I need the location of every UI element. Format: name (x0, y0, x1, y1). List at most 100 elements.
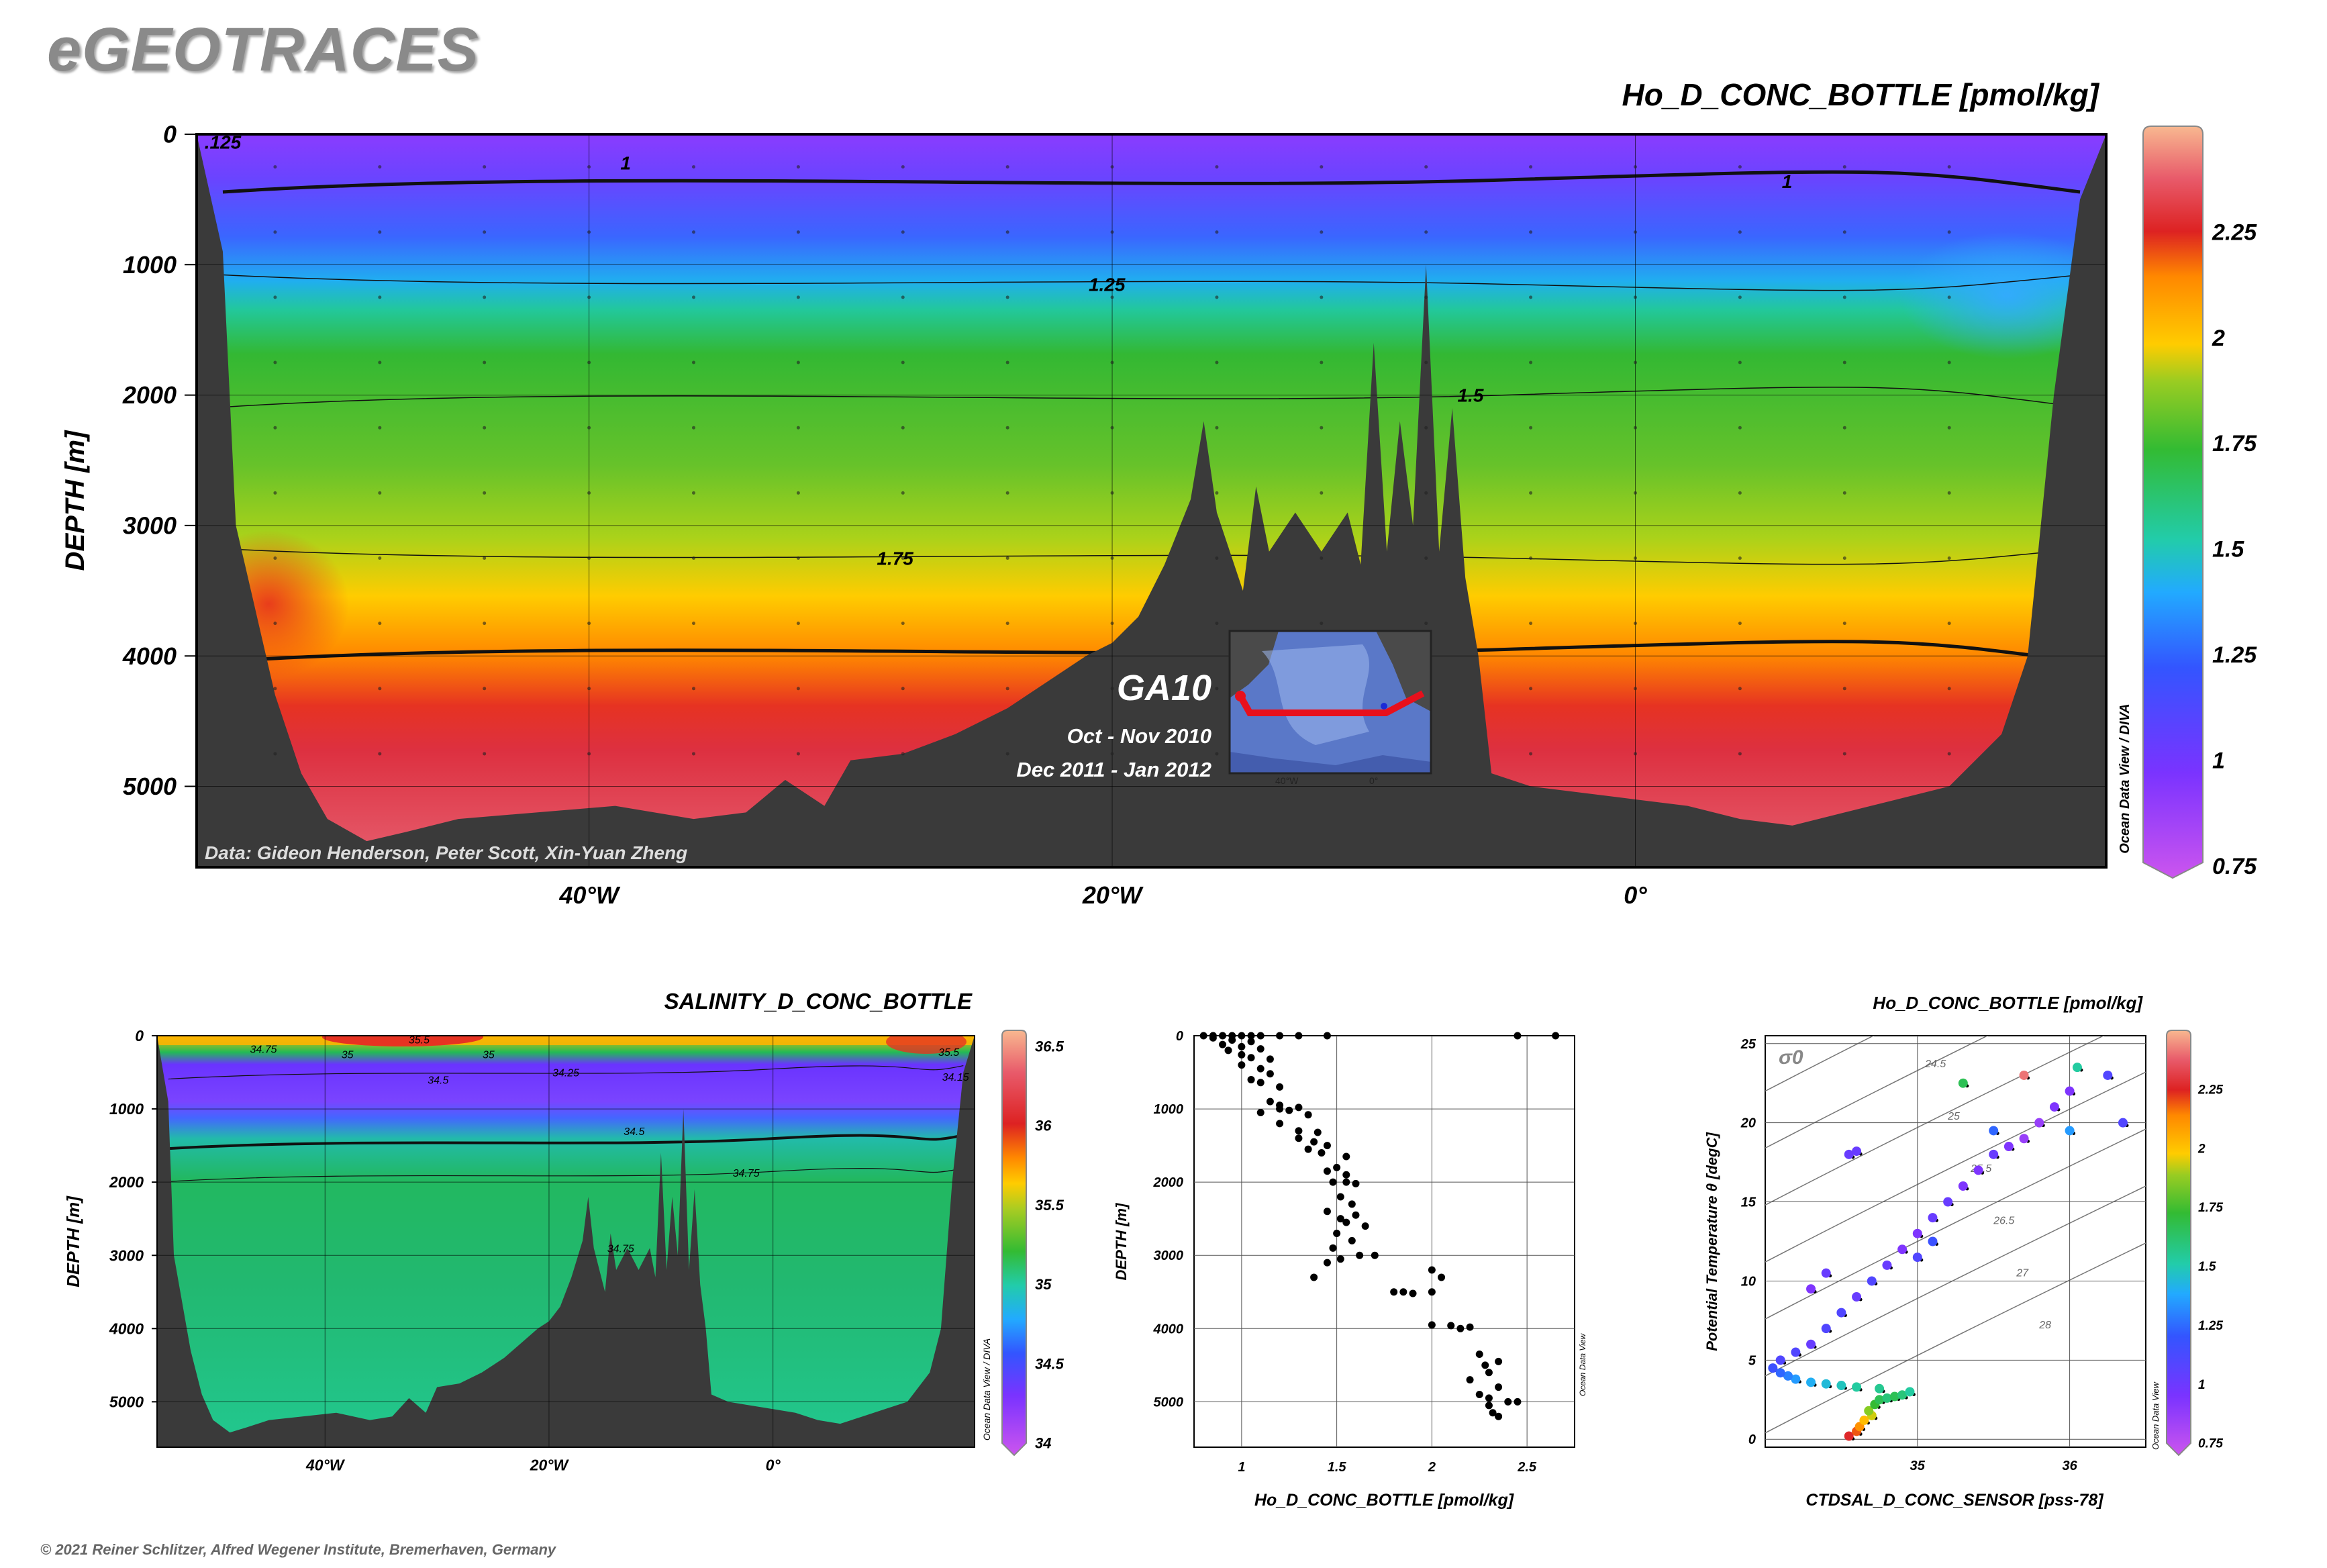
inset-lon-40w: 40°W (1275, 775, 1299, 786)
station-sample (587, 360, 591, 364)
station-sample (1424, 491, 1428, 495)
station-sample (1947, 752, 1951, 756)
station-sample (1215, 491, 1219, 495)
station-sample (691, 622, 695, 626)
station-sample (1424, 426, 1428, 430)
station-sample (1110, 622, 1114, 626)
station-sample (1738, 491, 1742, 495)
station-sample (901, 426, 905, 430)
station-sample (1947, 426, 1951, 430)
colorbar-tick-label: 1.25 (2212, 642, 2257, 668)
station-sample (1633, 687, 1637, 691)
station-sample (1320, 426, 1324, 430)
station-sample (1424, 230, 1428, 234)
station-sample (1215, 360, 1219, 364)
main-y-ticks: 0 1000 2000 3000 4000 5000 (122, 121, 197, 800)
station-sample (1215, 622, 1219, 626)
station-sample (483, 491, 487, 495)
station-sample (1215, 165, 1219, 169)
station-sample (1424, 165, 1428, 169)
station-sample (483, 165, 487, 169)
y-tick-label: 2000 (122, 381, 177, 409)
y-tick-label: 3000 (123, 512, 177, 540)
contour-label: 1.5 (1457, 385, 1483, 406)
station-sample (901, 622, 905, 626)
station-sample (1320, 165, 1324, 169)
main-colorbar (2142, 126, 2204, 879)
station-sample (1005, 165, 1009, 169)
y-tick-label: 1000 (123, 251, 177, 279)
station-sample (1215, 426, 1219, 430)
brand-logo: eGEOTRACES (47, 15, 479, 84)
station-sample (483, 622, 487, 626)
station-sample (796, 752, 800, 756)
station-sample (691, 491, 695, 495)
cruise-label: GA10 (1117, 668, 1211, 708)
y-tick-label: 0 (163, 121, 177, 148)
station-sample (1110, 556, 1114, 560)
station-sample (1738, 622, 1742, 626)
station-sample (378, 622, 382, 626)
inset-lon-0: 0° (1369, 775, 1378, 786)
station-sample (273, 556, 277, 560)
station-sample (1320, 360, 1324, 364)
station-sample (1110, 752, 1114, 756)
station-sample (796, 360, 800, 364)
station-sample (901, 491, 905, 495)
station-sample (1005, 230, 1009, 234)
colorbar-tick-label: 1.75 (2212, 431, 2257, 456)
station-sample (1110, 360, 1114, 364)
station-sample (1005, 295, 1009, 299)
station-sample (1633, 165, 1637, 169)
station-sample (1110, 491, 1114, 495)
cruise-period-2: Dec 2011 - Jan 2012 (1016, 758, 1211, 781)
main-section-title: Ho_D_CONC_BOTTLE [pmol/kg] (1622, 77, 2100, 112)
station-sample (587, 622, 591, 626)
station-sample (1842, 491, 1846, 495)
station-sample (1215, 752, 1219, 756)
station-sample (1842, 230, 1846, 234)
station-sample (1529, 556, 1533, 560)
station-sample (1529, 491, 1533, 495)
station-sample (587, 556, 591, 560)
station-sample (1842, 426, 1846, 430)
station-sample (378, 360, 382, 364)
copyright-footer: © 2021 Reiner Schlitzer, Alfred Wegener … (40, 1541, 556, 1558)
station-sample (1633, 295, 1637, 299)
contour-label: 1.25 (1089, 274, 1126, 295)
station-sample (1529, 622, 1533, 626)
station-sample (691, 426, 695, 430)
station-sample (691, 687, 695, 691)
station-sample (1842, 295, 1846, 299)
station-sample (796, 165, 800, 169)
x-tick-label: 0° (1624, 881, 1647, 909)
station-sample (691, 295, 695, 299)
station-sample (1005, 360, 1009, 364)
station-sample (1633, 622, 1637, 626)
station-sample (1738, 687, 1742, 691)
station-sample (1320, 491, 1324, 495)
contour-1.5 (222, 387, 2081, 408)
main-x-ticks: 40°W 20°W 0° (558, 881, 1647, 909)
station-sample (1110, 687, 1114, 691)
contour-label: .125 (205, 132, 242, 153)
y-tick-label: 4000 (122, 642, 177, 670)
station-sample (1947, 295, 1951, 299)
station-sample (1633, 556, 1637, 560)
station-sample (1738, 752, 1742, 756)
station-sample (273, 426, 277, 430)
station-sample (1842, 556, 1846, 560)
station-sample (378, 230, 382, 234)
station-sample (273, 752, 277, 756)
station-sample (1424, 622, 1428, 626)
station-sample (587, 295, 591, 299)
station-sample (1424, 295, 1428, 299)
station-sample (1424, 360, 1428, 364)
station-sample (483, 556, 487, 560)
station-sample (587, 752, 591, 756)
colorbar-tick-label: 1.5 (2212, 537, 2244, 562)
station-sample (901, 295, 905, 299)
ho-low-patch-east (1899, 232, 2106, 359)
main-odv-label: Ocean Data View / DIVA (2118, 703, 2132, 853)
